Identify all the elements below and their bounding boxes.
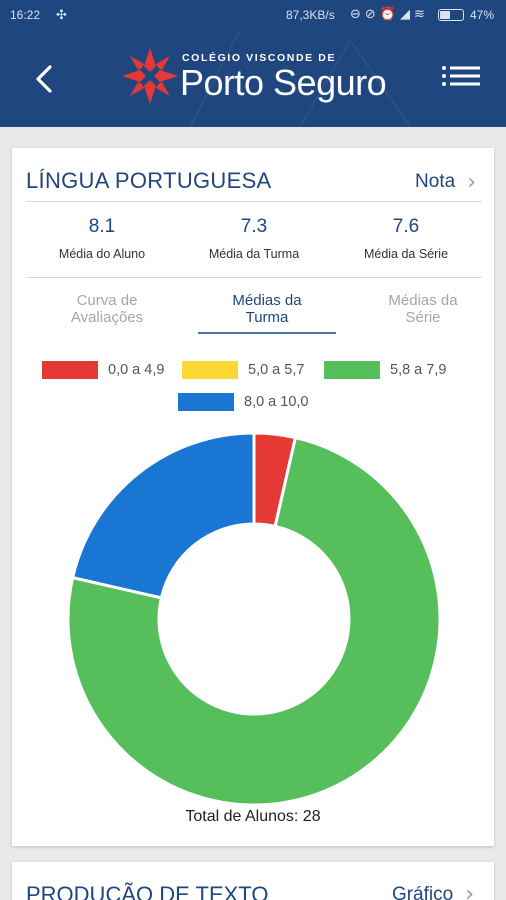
background-decoration	[189, 30, 411, 127]
averages-row: 8.1 Média do Aluno 7.3 Média da Turma 7.…	[26, 212, 482, 278]
network-speed: 87,3KB/s	[286, 8, 335, 22]
status-bar: 16:22 ✣ 87,3KB/s ⊖⊘⏰◢≋ 47%	[0, 0, 506, 30]
stat-label: Média da Turma	[208, 247, 300, 261]
legend-swatch	[42, 361, 98, 379]
stat-value: 7.3	[240, 216, 268, 237]
subject-title: LÍNGUA PORTUGUESA	[26, 168, 272, 193]
back-button[interactable]	[22, 55, 66, 103]
chart-legend: 0,0 a 4,9 5,0 a 5,7 5,8 a 7,9 8,0 a 10,0	[12, 356, 494, 416]
pinwheel-icon: ✣	[56, 7, 67, 22]
alarm-icon: ⏰	[379, 6, 400, 21]
legend-label: 0,0 a 4,9	[108, 362, 165, 378]
legend-item: 5,0 a 5,7	[182, 360, 304, 380]
battery-icon	[438, 9, 464, 21]
donut-chart	[66, 431, 442, 804]
tab-line2: Avaliações	[70, 309, 144, 326]
stat-value: 7.6	[392, 216, 420, 237]
grafico-link[interactable]: Gráfico ›	[392, 882, 474, 900]
legend-label: 8,0 a 10,0	[244, 394, 309, 410]
legend-swatch	[178, 393, 234, 411]
tab-line2: Série	[405, 309, 441, 326]
legend-label: 5,0 a 5,7	[248, 362, 305, 378]
donut-slice-2	[66, 435, 442, 804]
tab-medias-serie[interactable]: Médias da Série	[354, 292, 492, 336]
chart-tabs: Curva de Avaliações Médias da Turma Médi…	[26, 292, 482, 340]
battery-percent: 47%	[470, 8, 495, 22]
status-time: 16:22	[10, 8, 41, 22]
back-arrow-icon	[36, 65, 52, 93]
logo-small-text: COLÉGIO VISCONDE DE	[182, 52, 337, 64]
wifi-icon: ≋	[414, 6, 429, 21]
list-menu-icon	[442, 66, 480, 86]
tab-medias-turma[interactable]: Médias da Turma	[198, 292, 336, 334]
menu-button[interactable]	[440, 64, 484, 94]
school-logo: COLÉGIO VISCONDE DE Porto Seguro	[120, 40, 400, 120]
logo-big-text: Porto Seguro	[180, 62, 387, 103]
mute-icon: ⊘	[364, 6, 380, 21]
tab-line1: Médias da	[232, 292, 302, 309]
stat-label: Média do Aluno	[58, 247, 146, 261]
tab-curva-avaliacoes[interactable]: Curva de Avaliações	[38, 292, 176, 336]
grade-average: 7.6 Média da Série	[330, 212, 482, 261]
status-icons: ⊖⊘⏰◢≋	[350, 6, 429, 22]
chevron-right-icon: ›	[465, 882, 474, 900]
chevron-right-icon: ›	[467, 169, 476, 195]
next-subject-card: PRODUÇÃO DE TEXTO Gráfico ›	[12, 862, 494, 900]
legend-label: 5,8 a 7,9	[390, 362, 447, 378]
donut-slice-3	[70, 431, 256, 600]
signal-icon: ◢	[400, 6, 414, 21]
legend-swatch	[182, 361, 238, 379]
app-bar: COLÉGIO VISCONDE DE Porto Seguro	[0, 30, 506, 127]
tab-line1: Curva de	[76, 292, 138, 309]
nota-label: Nota	[415, 171, 456, 192]
legend-item: 5,8 a 7,9	[324, 360, 446, 380]
tab-line1: Médias da	[388, 292, 458, 309]
total-students: Total de Alunos: 28	[185, 808, 321, 825]
subject-header: LÍNGUA PORTUGUESA Nota ›	[26, 166, 482, 202]
legend-item: 0,0 a 4,9	[42, 360, 164, 380]
cross-logo-icon	[122, 48, 178, 104]
legend-item: 8,0 a 10,0	[178, 392, 309, 412]
stat-value: 8.1	[88, 216, 116, 237]
tab-line2: Turma	[245, 309, 289, 326]
legend-swatch	[324, 361, 380, 379]
toggle-icon: ⊖	[350, 6, 365, 21]
nota-link[interactable]: Nota ›	[415, 168, 476, 196]
class-average: 7.3 Média da Turma	[178, 212, 330, 261]
next-subject-title: PRODUÇÃO DE TEXTO	[26, 882, 269, 900]
subject-card: LÍNGUA PORTUGUESA Nota › 8.1 Média do Al…	[12, 148, 494, 846]
stat-label: Média da Série	[363, 247, 449, 261]
student-average: 8.1 Média do Aluno	[26, 212, 178, 261]
grafico-label: Gráfico	[391, 883, 454, 900]
